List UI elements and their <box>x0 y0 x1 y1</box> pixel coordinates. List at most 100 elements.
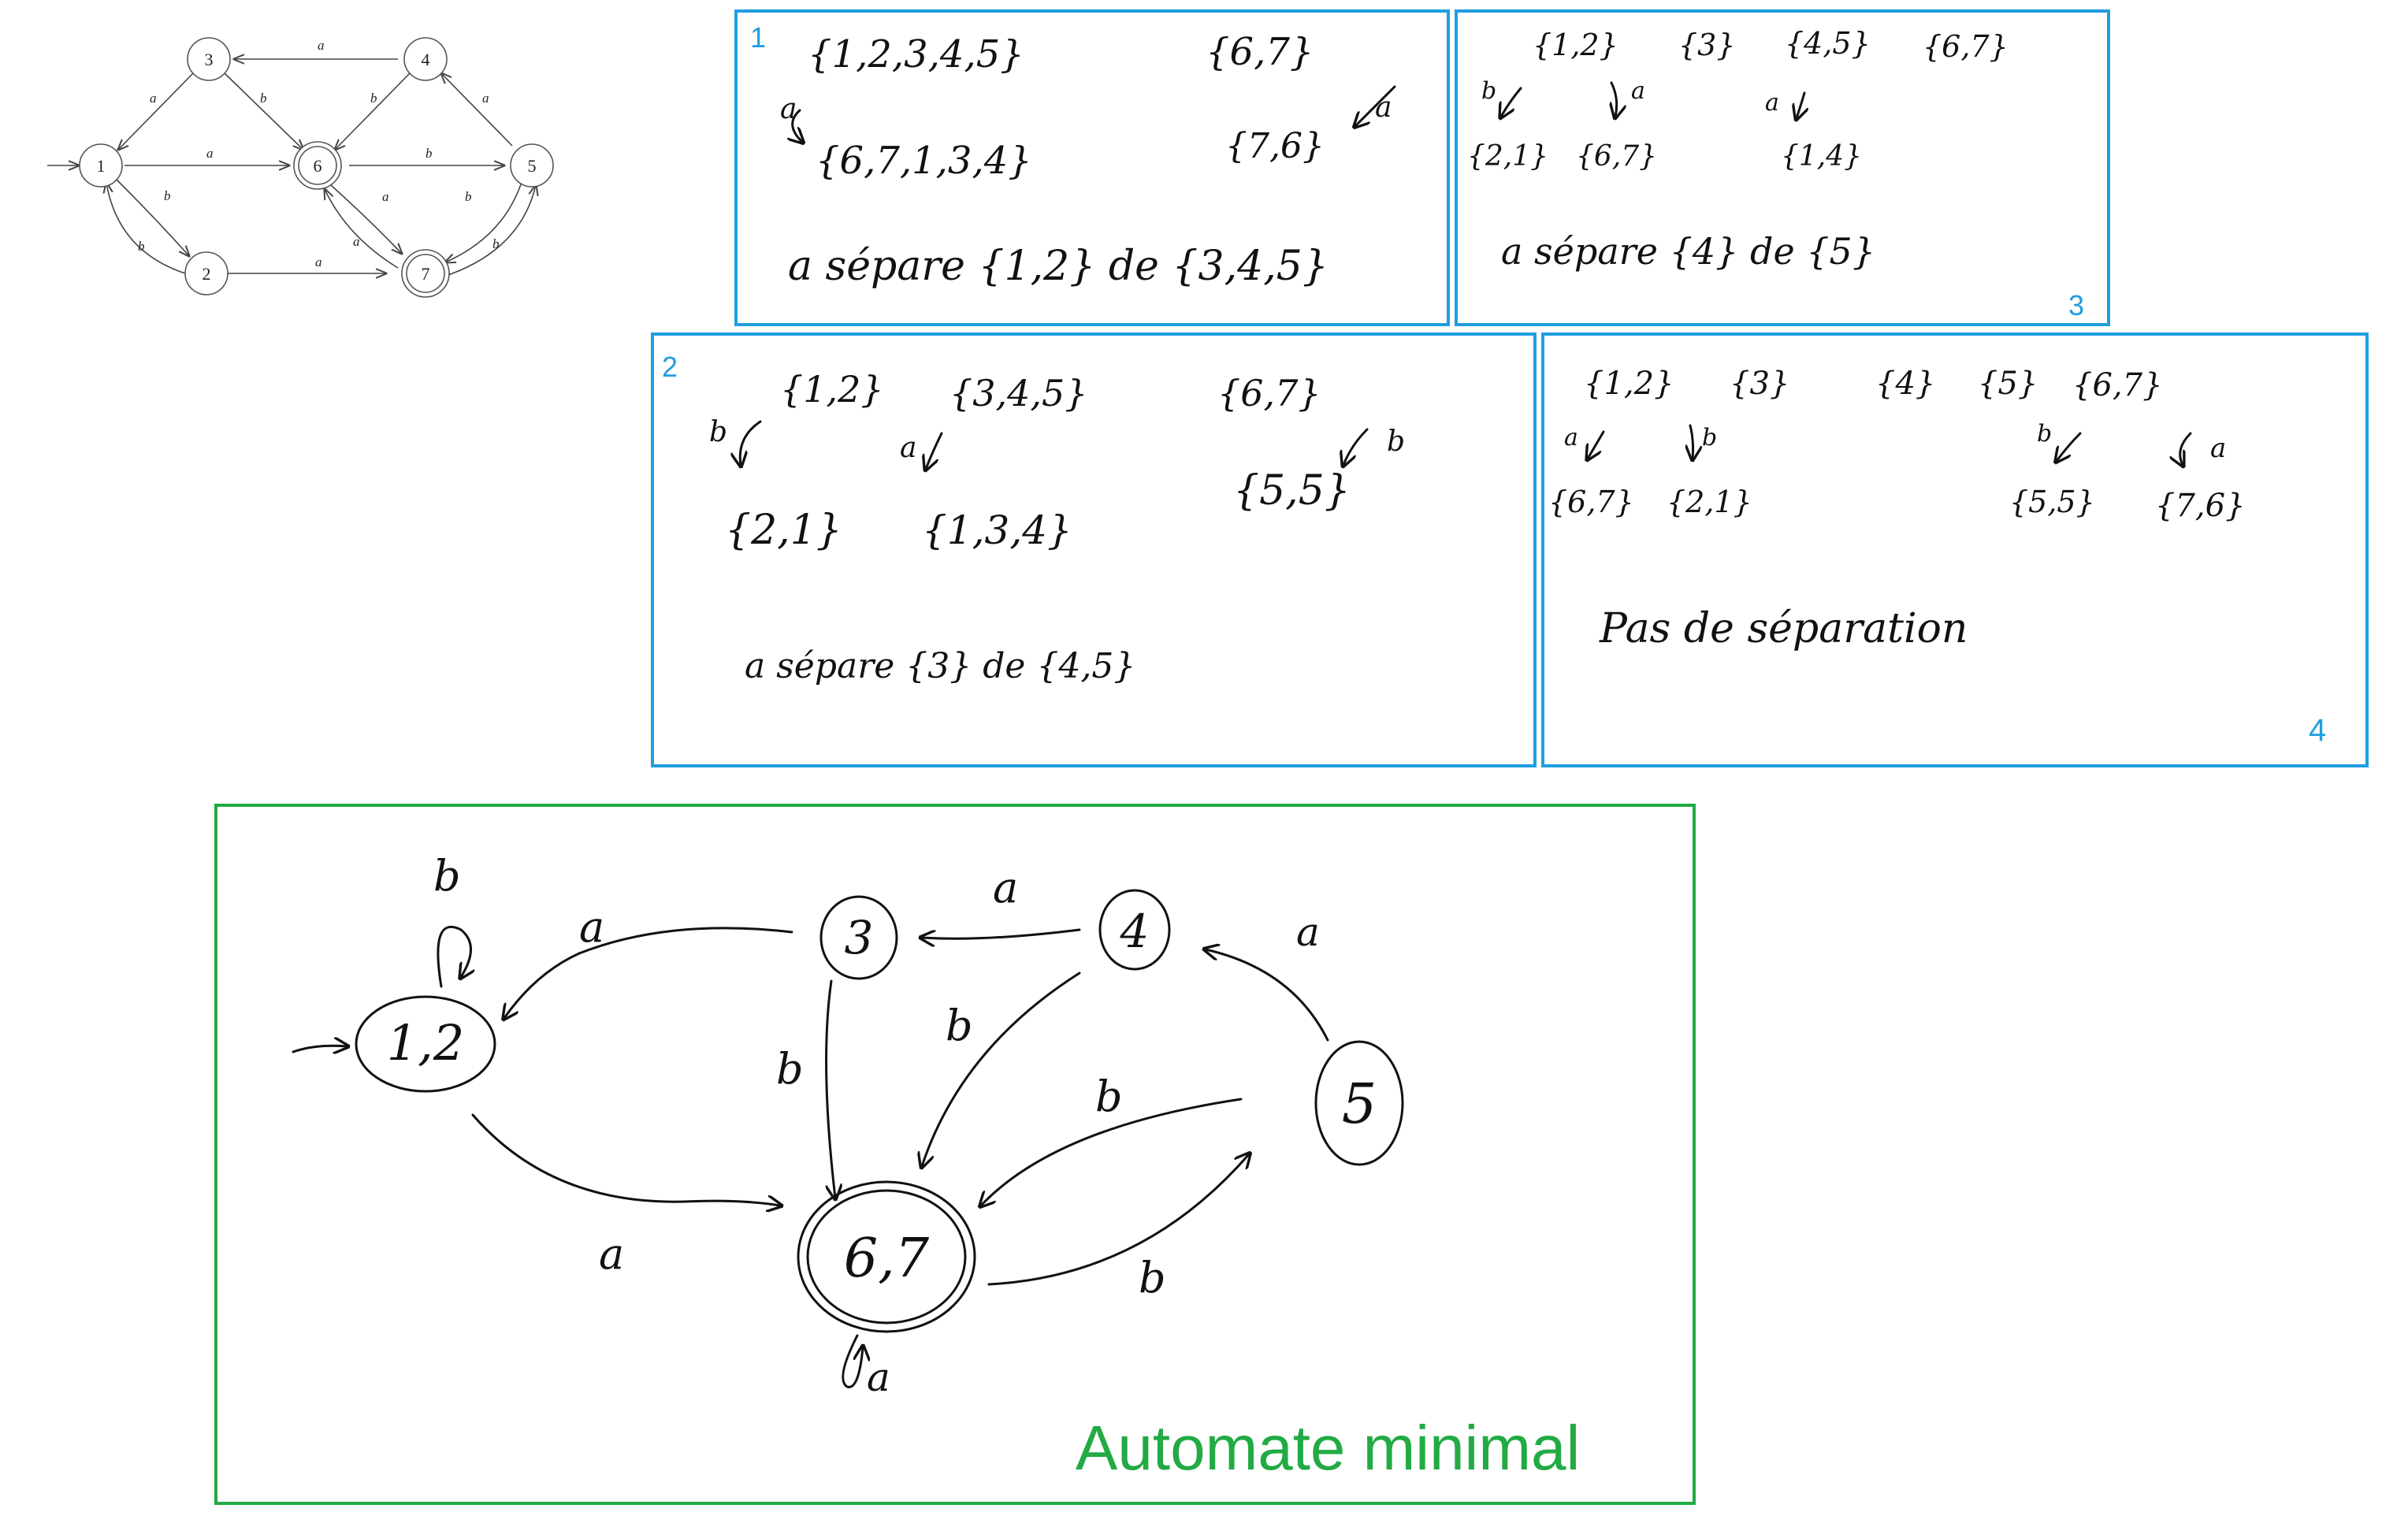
edge-5-4 <box>441 73 513 147</box>
state-node-4: 4 <box>403 37 448 81</box>
step-2-set-c: {6,7} <box>1217 372 1321 414</box>
step-3-conclusion: a sépare {4} de {5} <box>1501 230 1875 273</box>
step-1-set-a: {1,2,3,4,5} <box>808 32 1024 76</box>
edge-label-2-1: b <box>138 239 145 254</box>
step-4-mark-3: b <box>2037 420 2052 448</box>
edge-4-6 <box>335 72 411 150</box>
edge-label-6-5: b <box>425 146 433 161</box>
step-3-image-1: {2,1} <box>1467 140 1548 173</box>
minimal-state-12: 1,2 <box>355 995 496 1093</box>
minimal-edge-12-67 <box>471 1113 780 1206</box>
state-label-1: 1 <box>97 156 106 176</box>
step-4-mark-2: b <box>1702 424 1717 451</box>
minimal-automaton-box: b a a b b a b b a a 1,2 3 4 <box>214 804 1696 1505</box>
edge-label-3-6: b <box>260 91 267 106</box>
step-2-set-a: {1,2} <box>780 368 884 411</box>
step-1-mark-a: a <box>780 93 797 125</box>
step-3-mark-1: b <box>1481 77 1496 105</box>
edge-7-6 <box>325 189 399 269</box>
step-2-mark-c: b <box>1387 425 1405 458</box>
step-2-conclusion: a sépare {3} de {4,5} <box>745 646 1135 686</box>
step-3-set-3: {4,5} <box>1785 26 1871 61</box>
minimal-label-4-3: a <box>993 863 1018 912</box>
step-1-image-a: {6,7,1,3,4} <box>816 139 1032 183</box>
edge-label-1-6: a <box>206 146 214 161</box>
step-4-number: 4 <box>2309 713 2326 748</box>
step-3-arrow-1 <box>1501 87 1522 117</box>
step-1-conclusion: a sépare {1,2} de {3,4,5} <box>788 243 1328 290</box>
minimal-state-5: 5 <box>1314 1040 1404 1166</box>
edge-label-7-6: a <box>353 234 360 249</box>
step-2-arrow-a <box>740 420 762 465</box>
step-1-box: 1 {1,2,3,4,5} {6,7} a {6,7,1,3,4} {7,6} … <box>734 9 1450 326</box>
step-4-conclusion: Pas de séparation <box>1599 605 1968 652</box>
edge-1-2 <box>116 179 189 256</box>
minimal-frame <box>214 804 1696 1505</box>
step-4-set-5: {6,7} <box>2072 367 2163 403</box>
minimal-caption: Automate minimal <box>1076 1413 1580 1483</box>
minimal-label-4-67: b <box>946 1001 973 1050</box>
minimal-edge-67-5 <box>987 1154 1249 1286</box>
edge-6-7 <box>330 184 402 254</box>
minimal-edge-4-3 <box>922 928 1081 938</box>
step-4-set-2: {3} <box>1730 366 1789 402</box>
step-1-arrow-b <box>1355 85 1396 126</box>
state-label-3: 3 <box>205 50 214 69</box>
step-2-image-a: {2,1} <box>725 507 842 554</box>
step-2-set-b: {3,4,5} <box>949 372 1088 414</box>
automaton-edge-labels: a a b b a a b b b a a b b a <box>138 38 500 269</box>
step-3-mark-2: a <box>1631 77 1645 105</box>
step-3-set-4: {6,7} <box>1923 29 2009 64</box>
minimal-edge-3-67 <box>825 979 835 1198</box>
step-3-arrow-3 <box>1797 91 1804 118</box>
minimal-edge-5-67 <box>981 1098 1243 1206</box>
minimal-nodes: 1,2 3 4 5 6,7 <box>355 889 1404 1333</box>
minimal-state-67-final: 6,7 <box>797 1180 976 1333</box>
step-3-mark-3: a <box>1765 89 1779 117</box>
state-label-6: 6 <box>314 156 322 176</box>
minimal-initial-arrow <box>292 1046 347 1052</box>
step-4-arrow-1 <box>1588 430 1605 459</box>
edge-label-5-7: b <box>492 236 500 251</box>
step-1-mark-b: a <box>1375 91 1392 124</box>
edge-label-3-1: a <box>150 91 157 106</box>
step-2-box: 2 {1,2} {3,4,5} {6,7} b a b {2,1} {1,3,4… <box>651 333 1537 767</box>
step-4-image-3: {5,5} <box>2009 485 2095 519</box>
automaton-edges <box>47 59 536 277</box>
minimal-edges <box>292 925 1329 1388</box>
step-4-set-1: {1,2} <box>1584 366 1674 402</box>
minimal-edge-67-67 <box>842 1334 863 1388</box>
step-3-number: 3 <box>2068 289 2084 321</box>
step-3-set-1: {1,2} <box>1533 28 1618 62</box>
minimal-state-label-3: 3 <box>845 911 874 964</box>
minimal-edge-labels: b a a b b a b b a a <box>433 851 1320 1400</box>
step-1-frame <box>734 9 1450 326</box>
edge-label-2-7: a <box>315 254 322 269</box>
edge-label-7-5: b <box>465 189 472 204</box>
step-3-arrow-2 <box>1611 81 1617 117</box>
step-1-image-b: {7,6} <box>1225 126 1325 166</box>
edge-label-4-6: b <box>370 91 377 106</box>
step-4-arrow-2 <box>1690 424 1693 459</box>
state-node-1: 1 <box>79 143 123 188</box>
step-2-arrow-c <box>1343 428 1369 465</box>
step-2-mark-b: a <box>900 432 916 464</box>
state-node-5: 5 <box>510 143 554 188</box>
step-2-number: 2 <box>662 351 678 383</box>
step-3-box: 3 {1,2} {3} {4,5} {6,7} b a a {2,1} {6,7… <box>1455 9 2110 326</box>
state-node-3: 3 <box>187 37 231 81</box>
edge-label-5-4: a <box>482 91 489 106</box>
step-4-mark-1: a <box>1564 424 1578 451</box>
original-automaton: a a b b a a b b b a a b b a 1 2 <box>47 37 554 298</box>
step-4-box: 4 {1,2} {3} {4} {5} {6,7} a b b a {6,7} … <box>1541 333 2369 767</box>
state-label-7: 7 <box>422 264 430 284</box>
step-2-image-b: {1,3,4} <box>922 507 1072 553</box>
minimal-state-label-4: 4 <box>1120 905 1150 958</box>
state-node-7-final: 7 <box>401 249 450 298</box>
minimal-state-label-12: 1,2 <box>387 1014 465 1072</box>
step-4-frame <box>1541 333 2369 767</box>
step-2-mark-a: b <box>709 416 727 448</box>
step-2-arrow-b <box>926 432 943 469</box>
edge-label-4-3: a <box>318 38 325 53</box>
